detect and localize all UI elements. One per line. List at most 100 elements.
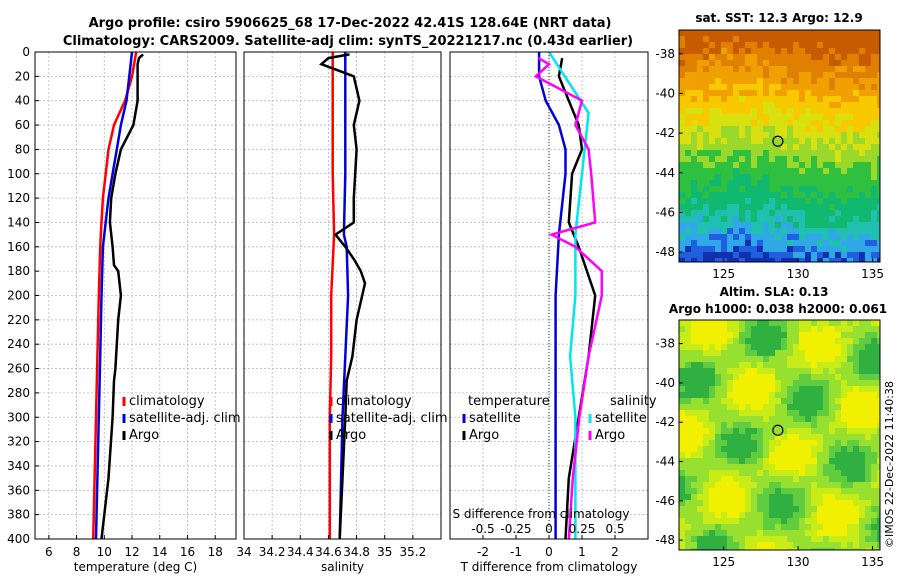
map-cell	[703, 392, 709, 398]
map-cell	[739, 48, 745, 54]
map-cell	[823, 180, 829, 186]
map-cell	[817, 530, 823, 536]
map-cell	[841, 222, 847, 228]
map-cell	[811, 362, 817, 368]
map-cell	[841, 204, 847, 210]
map-cell	[691, 84, 697, 90]
map-cell	[769, 252, 775, 258]
map-cell	[733, 392, 739, 398]
map-cell	[751, 350, 757, 356]
map-cell	[853, 222, 859, 228]
map-cell	[877, 422, 880, 428]
map-cell	[757, 350, 763, 356]
map-cell	[853, 102, 859, 108]
map-cell	[679, 422, 685, 428]
map-cell	[721, 494, 727, 500]
map-cell	[685, 138, 691, 144]
map-cell	[679, 180, 685, 186]
map-cell	[787, 150, 793, 156]
map-cell	[781, 126, 787, 132]
map-cell	[763, 66, 769, 72]
map-cell	[793, 48, 799, 54]
map-cell	[781, 398, 787, 404]
map-cell	[691, 362, 697, 368]
map-cell	[769, 344, 775, 350]
map-cell	[871, 258, 877, 262]
map-cell	[751, 240, 757, 246]
map-cell	[877, 440, 880, 446]
map-cell	[799, 512, 805, 518]
map-cell	[709, 506, 715, 512]
map-cell	[835, 84, 841, 90]
map-cell	[865, 78, 871, 84]
map-cell	[877, 90, 880, 96]
map-cell	[691, 216, 697, 222]
map-cell	[871, 120, 877, 126]
map-cell	[787, 386, 793, 392]
map-cell	[877, 536, 880, 542]
map-cell	[877, 470, 880, 476]
map-cell	[859, 506, 865, 512]
map-cell	[769, 512, 775, 518]
map-cell	[805, 198, 811, 204]
map-cell	[679, 416, 685, 422]
map-cell	[817, 452, 823, 458]
map-cell	[769, 464, 775, 470]
map-cell	[793, 84, 799, 90]
map-cell	[769, 380, 775, 386]
map-cell	[679, 138, 685, 144]
map-cell	[793, 536, 799, 542]
map-cell	[733, 404, 739, 410]
map-cell	[775, 374, 781, 380]
map-cell	[787, 548, 793, 550]
map-cell	[703, 240, 709, 246]
map-cell	[733, 458, 739, 464]
map-cell	[739, 90, 745, 96]
map-cell	[775, 416, 781, 422]
map-cell	[853, 368, 859, 374]
map-cell	[763, 398, 769, 404]
map-cell	[685, 156, 691, 162]
map-cell	[751, 210, 757, 216]
map-cell	[733, 84, 739, 90]
map-cell	[799, 168, 805, 174]
map-cell	[697, 488, 703, 494]
map-cell	[709, 446, 715, 452]
map-cell	[859, 72, 865, 78]
map-cell	[853, 416, 859, 422]
map-cell	[853, 60, 859, 66]
map-cell	[685, 320, 691, 326]
map-cell	[751, 518, 757, 524]
map-cell	[715, 518, 721, 524]
map-cell	[679, 174, 685, 180]
map-cell	[865, 258, 871, 262]
map-cell	[781, 156, 787, 162]
map-cell	[847, 404, 853, 410]
map-cell	[841, 464, 847, 470]
map-cell	[817, 252, 823, 258]
map-cell	[823, 186, 829, 192]
map-cell	[811, 180, 817, 186]
map-cell	[781, 186, 787, 192]
map-cell	[871, 168, 877, 174]
map-cell	[769, 374, 775, 380]
map-cell	[715, 240, 721, 246]
map-cell	[805, 536, 811, 542]
map-cell	[703, 66, 709, 72]
map-cell	[811, 506, 817, 512]
map-cell	[739, 344, 745, 350]
map-cell	[793, 96, 799, 102]
map-cell	[721, 458, 727, 464]
map-cell	[709, 234, 715, 240]
map-cell	[721, 96, 727, 102]
map-cell	[739, 458, 745, 464]
map-cell	[859, 548, 865, 550]
map-cell	[877, 72, 880, 78]
map-cell	[733, 350, 739, 356]
map-cell	[679, 144, 685, 150]
map-cell	[793, 410, 799, 416]
map-cell	[769, 96, 775, 102]
x-axis-label-salinity: S difference from climatology	[453, 507, 630, 521]
map-cell	[829, 216, 835, 222]
map-cell	[835, 446, 841, 452]
